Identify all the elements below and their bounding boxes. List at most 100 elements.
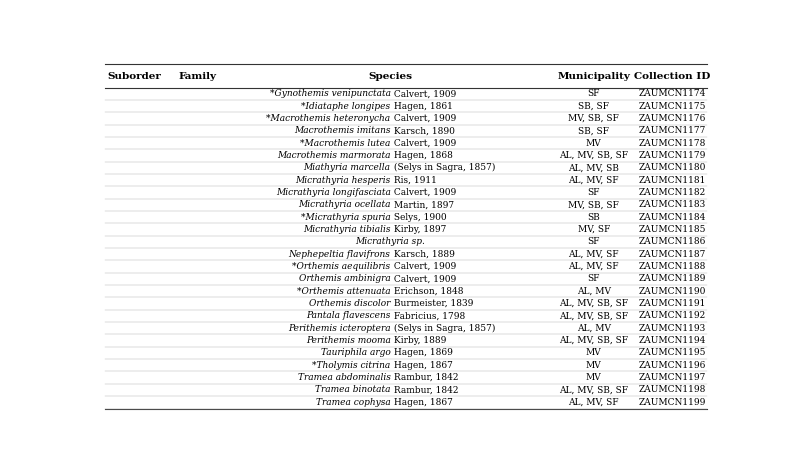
Text: ZAUMCN1193: ZAUMCN1193 [638,324,706,333]
Text: Miathyria marcella: Miathyria marcella [303,163,390,172]
Text: Micrathyria longifasciata: Micrathyria longifasciata [276,188,390,197]
Text: MV, SF: MV, SF [577,225,610,234]
Text: MV: MV [586,361,602,370]
Text: ZAUMCN1186: ZAUMCN1186 [638,238,706,246]
Text: Selys, 1900: Selys, 1900 [390,213,446,222]
Text: ZAUMCN1194: ZAUMCN1194 [638,336,706,345]
Text: (Selys in Sagra, 1857): (Selys in Sagra, 1857) [390,324,495,333]
Text: ZAUMCN1175: ZAUMCN1175 [638,102,706,111]
Text: Collection ID: Collection ID [634,72,710,81]
Text: ZAUMCN1195: ZAUMCN1195 [638,349,706,357]
Text: ZAUMCN1198: ZAUMCN1198 [638,386,706,394]
Text: *Idiataphe longipes: *Idiataphe longipes [302,102,390,111]
Text: AL, MV, SF: AL, MV, SF [569,262,619,271]
Text: Orthemis discolor: Orthemis discolor [309,299,390,308]
Text: *Gynothemis venipunctata: *Gynothemis venipunctata [269,89,390,98]
Text: Tramea cophysa: Tramea cophysa [316,398,390,407]
Text: *Orthemis attenuata: *Orthemis attenuata [297,287,390,296]
Text: ZAUMCN1189: ZAUMCN1189 [638,275,706,283]
Text: Micrathyria sp.: Micrathyria sp. [356,238,425,246]
Text: Nephepeltia flavifrons: Nephepeltia flavifrons [288,250,390,259]
Text: Perithemis mooma: Perithemis mooma [306,336,390,345]
Text: Martin, 1897: Martin, 1897 [390,200,454,209]
Text: Rambur, 1842: Rambur, 1842 [390,373,458,382]
Text: Calvert, 1909: Calvert, 1909 [390,262,456,271]
Text: Fabricius, 1798: Fabricius, 1798 [390,312,465,320]
Text: Hagen, 1868: Hagen, 1868 [390,151,452,160]
Text: AL, MV, SB, SF: AL, MV, SB, SF [559,151,628,160]
Text: ZAUMCN1182: ZAUMCN1182 [638,188,706,197]
Text: ZAUMCN1180: ZAUMCN1180 [638,163,706,172]
Text: Karsch, 1889: Karsch, 1889 [390,250,455,259]
Text: Municipality: Municipality [558,72,630,81]
Text: Hagen, 1869: Hagen, 1869 [390,349,452,357]
Text: Kirby, 1889: Kirby, 1889 [390,336,446,345]
Text: SF: SF [588,89,600,98]
Text: Tramea abdominalis: Tramea abdominalis [298,373,390,382]
Text: Hagen, 1861: Hagen, 1861 [390,102,452,111]
Text: Rambur, 1842: Rambur, 1842 [390,386,458,394]
Text: ZAUMCN1187: ZAUMCN1187 [638,250,706,259]
Text: Micrathyria hesperis: Micrathyria hesperis [295,175,390,185]
Text: ZAUMCN1174: ZAUMCN1174 [638,89,706,98]
Text: ZAUMCN1188: ZAUMCN1188 [638,262,706,271]
Text: ZAUMCN1181: ZAUMCN1181 [638,175,706,185]
Text: ZAUMCN1199: ZAUMCN1199 [638,398,706,407]
Text: *Macrothemis heteronycha: *Macrothemis heteronycha [266,114,390,123]
Text: Tauriphila argo: Tauriphila argo [321,349,390,357]
Text: AL, MV, SB, SF: AL, MV, SB, SF [559,299,628,308]
Text: Burmeister, 1839: Burmeister, 1839 [390,299,473,308]
Text: AL, MV, SF: AL, MV, SF [569,250,619,259]
Text: SB, SF: SB, SF [578,102,609,111]
Text: AL, MV, SB, SF: AL, MV, SB, SF [559,312,628,320]
Text: ZAUMCN1190: ZAUMCN1190 [638,287,706,296]
Text: ZAUMCN1177: ZAUMCN1177 [638,126,706,135]
Text: SF: SF [588,188,600,197]
Text: MV: MV [586,373,602,382]
Text: Orthemis ambinigra: Orthemis ambinigra [299,275,390,283]
Text: Calvert, 1909: Calvert, 1909 [390,139,456,148]
Text: Tramea binotata: Tramea binotata [315,386,390,394]
Text: (Selys in Sagra, 1857): (Selys in Sagra, 1857) [390,163,495,172]
Text: Hagen, 1867: Hagen, 1867 [390,398,452,407]
Text: ZAUMCN1196: ZAUMCN1196 [638,361,706,370]
Text: Perithemis icteroptera: Perithemis icteroptera [288,324,390,333]
Text: ZAUMCN1185: ZAUMCN1185 [638,225,706,234]
Text: Hagen, 1867: Hagen, 1867 [390,361,452,370]
Text: SF: SF [588,238,600,246]
Text: Macrothemis imitans: Macrothemis imitans [294,126,390,135]
Text: *Micrathyria spuria: *Micrathyria spuria [301,213,390,222]
Text: Karsch, 1890: Karsch, 1890 [390,126,455,135]
Text: AL, MV, SF: AL, MV, SF [569,398,619,407]
Text: Species: Species [368,72,413,81]
Text: ZAUMCN1176: ZAUMCN1176 [638,114,706,123]
Text: Suborder: Suborder [108,72,162,81]
Text: SF: SF [588,275,600,283]
Text: AL, MV, SB: AL, MV, SB [569,163,619,172]
Text: Calvert, 1909: Calvert, 1909 [390,114,456,123]
Text: Kirby, 1897: Kirby, 1897 [390,225,446,234]
Text: Erichson, 1848: Erichson, 1848 [390,287,463,296]
Text: Calvert, 1909: Calvert, 1909 [390,275,456,283]
Text: MV: MV [586,139,602,148]
Text: MV: MV [586,349,602,357]
Text: Calvert, 1909: Calvert, 1909 [390,188,456,197]
Text: AL, MV: AL, MV [577,287,611,296]
Text: AL, MV: AL, MV [577,324,611,333]
Text: Family: Family [178,72,216,81]
Text: AL, MV, SB, SF: AL, MV, SB, SF [559,386,628,394]
Text: Micrathyria ocellata: Micrathyria ocellata [298,200,390,209]
Text: ZAUMCN1183: ZAUMCN1183 [638,200,706,209]
Text: MV, SB, SF: MV, SB, SF [569,200,619,209]
Text: MV, SB, SF: MV, SB, SF [569,114,619,123]
Text: SB: SB [588,213,600,222]
Text: AL, MV, SB, SF: AL, MV, SB, SF [559,336,628,345]
Text: Pantala flavescens: Pantala flavescens [307,312,390,320]
Text: ZAUMCN1197: ZAUMCN1197 [638,373,706,382]
Text: SB, SF: SB, SF [578,126,609,135]
Text: Calvert, 1909: Calvert, 1909 [390,89,456,98]
Text: ZAUMCN1184: ZAUMCN1184 [638,213,706,222]
Text: Ris, 1911: Ris, 1911 [390,175,436,185]
Text: Micrathyria tibialis: Micrathyria tibialis [303,225,390,234]
Text: *Tholymis citrina: *Tholymis citrina [312,361,390,370]
